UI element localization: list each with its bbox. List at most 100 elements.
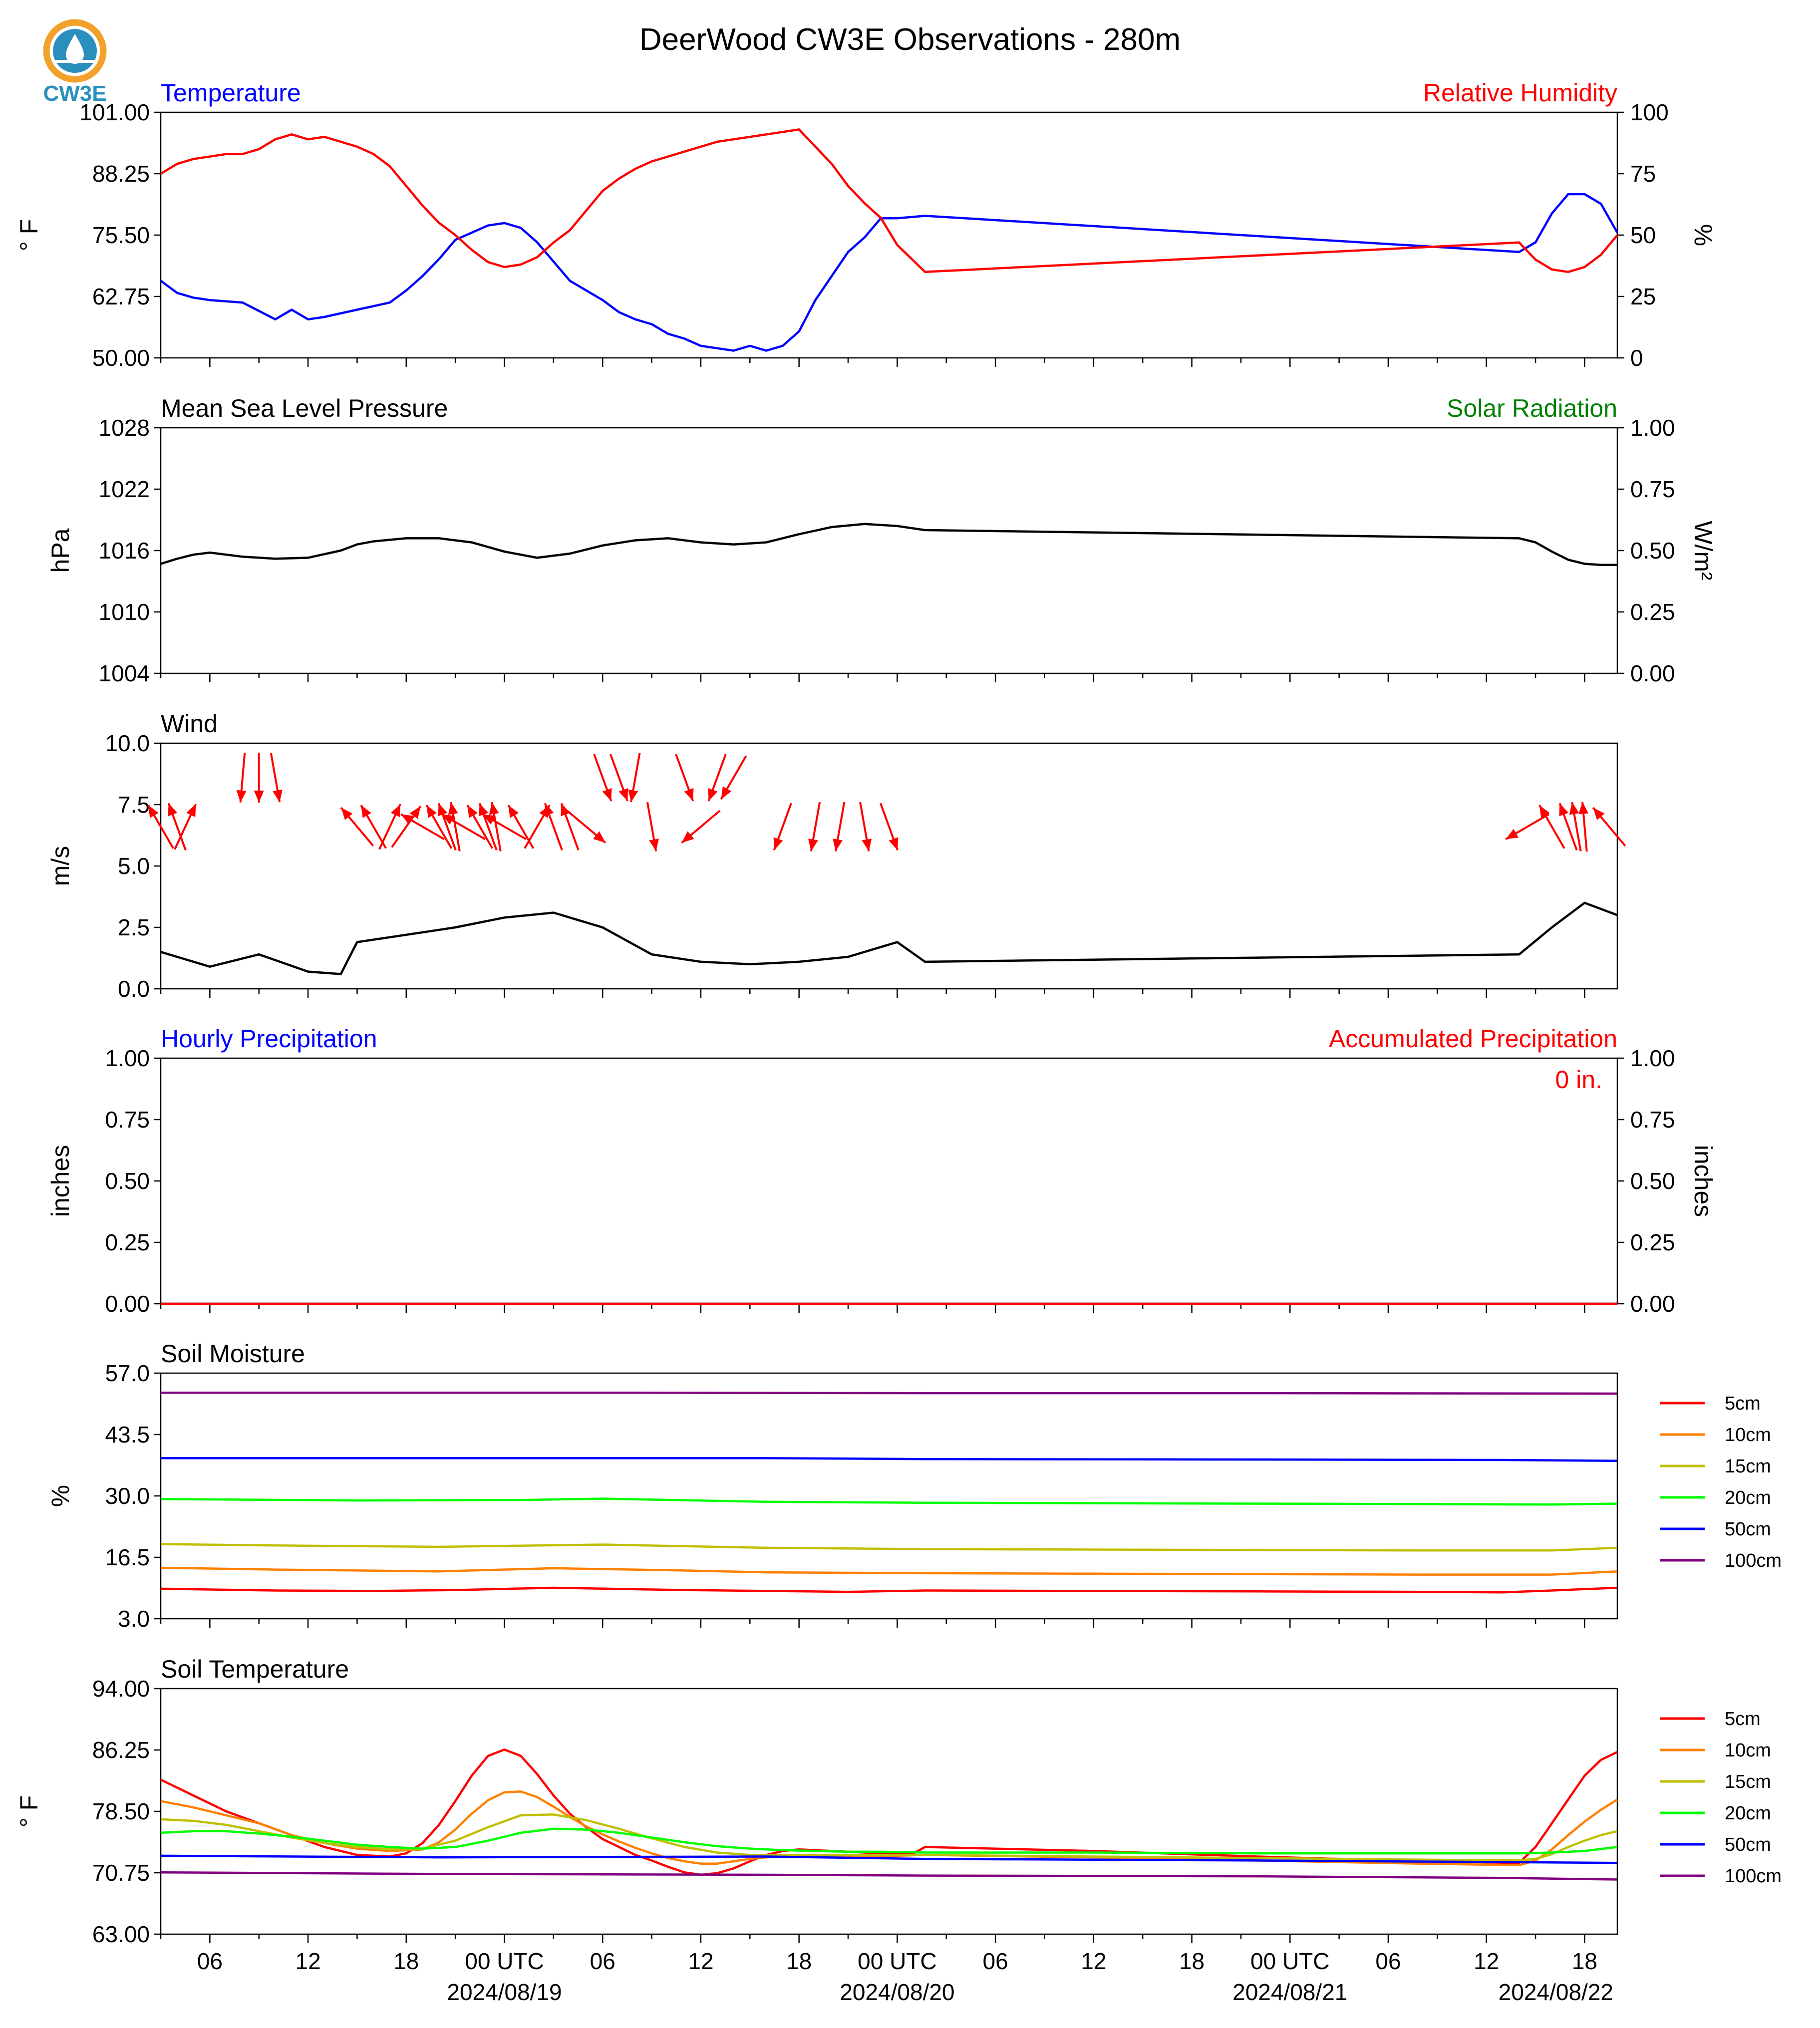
wind-arrow [773,803,792,851]
legend-label: 15cm [1725,1456,1771,1477]
wind-arrow [482,813,527,841]
legend-label: 20cm [1725,1487,1771,1508]
y2-tick-label: 0.75 [1630,476,1675,502]
x-tick-label: 06 [983,1948,1008,1974]
x-date-label: 2024/08/19 [447,1979,562,2005]
y2-axis-label: W/m² [1689,521,1717,580]
x-tick-label: 06 [197,1948,223,1974]
wind-arrow [544,803,563,851]
y2-tick-label: 0.25 [1630,599,1675,625]
logo-wave-icon [54,60,96,63]
y2-tick-label: 1.00 [1630,1045,1675,1071]
y-tick-label: 0.00 [105,1291,150,1317]
x-tick-label: 06 [1375,1948,1401,1974]
y-tick-label: 1004 [99,660,150,686]
panel-frame [160,427,1618,674]
wind-arrow [1505,813,1549,841]
legend-label: 10cm [1725,1740,1771,1761]
wind-arrow [448,802,461,852]
y-axis-label: ° F [15,1795,43,1827]
series-line-100cm [160,1871,1618,1881]
series-line-relative-humidity [160,128,1618,274]
wind-arrow [254,752,264,803]
wind-arrow [1558,803,1578,851]
x-tick-label: 12 [1081,1948,1106,1974]
x-tick-label: 18 [1179,1948,1205,1974]
y-tick-label: 30.0 [105,1483,150,1509]
wind-arrow [270,753,283,803]
logo-ring-icon [43,19,107,83]
y-tick-label: 10.0 [105,730,150,756]
y-tick-label: 78.50 [92,1798,150,1824]
x-tick-label: 00 UTC [1250,1948,1329,1974]
wind-arrow [478,803,498,851]
y-tick-label: 0.75 [105,1107,150,1133]
wind-arrow [1569,802,1582,852]
wind-arrow [378,804,401,850]
y-tick-label: 43.5 [105,1422,150,1448]
y-tick-label: 7.5 [118,792,150,818]
wind-arrow [1592,807,1626,847]
wind-arrow [489,802,502,852]
series-line-wind-speed [160,901,1618,975]
y-tick-label: 3.0 [118,1606,150,1632]
x-date-label: 2024/08/20 [840,1979,954,2005]
panel-soil-temp: Soil Temperature 94.00 86.25 78.50 70.75 63.0… [15,1655,1782,1947]
y-tick-label: 0.50 [105,1168,150,1194]
wind-arrow [340,807,374,847]
series-line-100cm [161,1391,1618,1395]
y-tick-label: 94.00 [92,1676,150,1702]
panel-right-title: Relative Humidity [1423,79,1617,107]
chart-title: DeerWood CW3E Observations - 280m [639,22,1181,57]
panel-frame [160,111,1618,359]
series-line-15cm [160,1543,1618,1552]
wind-arrow [147,804,174,849]
panel-frame [160,1057,1618,1305]
logo-drop-icon [66,34,84,64]
panel-right-title: Accumulated Precipitation [1329,1025,1617,1053]
legend-label: 5cm [1725,1709,1761,1730]
wind-arrow [425,804,453,849]
series-line-50cm [161,1457,1618,1462]
y-tick-label: 1028 [99,415,150,441]
y-tick-label: 70.75 [92,1860,150,1886]
panel-left-title: Temperature [161,79,301,107]
y-tick-label: 2.5 [118,914,150,940]
legend-label: 5cm [1725,1393,1761,1414]
panel-soil-moisture: Soil Moisture 57.0 43.5 30.0 16.5 3.0% 5cm 10cm… [46,1340,1782,1632]
wind-arrow [707,754,727,802]
y-tick-label: 62.75 [92,284,150,309]
legend-soil-moisture: 5cm 10cm 15cm 20cm 50cm 100cm [1660,1393,1782,1571]
y2-tick-label: 25 [1630,284,1656,309]
series-line-15cm [160,1813,1618,1862]
panels-group: Temperature Relative Humidity 101.00 88.25 7… [15,79,1782,1947]
y2-tick-label: 0.75 [1630,1107,1675,1133]
wind-arrow [400,813,445,841]
y2-tick-label: 1.00 [1630,415,1675,441]
accumulated-precip-label: 0 in. [1555,1066,1602,1094]
y-tick-label: 5.0 [118,853,150,879]
series-line-temperature [160,193,1618,352]
legend-label: 10cm [1725,1425,1771,1446]
series-line-20cm [160,1497,1618,1506]
legend-label: 50cm [1725,1519,1771,1540]
panel-frame [160,742,1618,990]
wind-arrow [1538,804,1565,849]
wind-arrow [808,802,821,852]
y-tick-label: 57.0 [105,1360,150,1386]
x-date-label: 2024/08/22 [1499,1979,1613,2005]
y-tick-label: 63.00 [92,1921,150,1947]
y2-tick-label: 0.50 [1630,1168,1675,1194]
wind-arrow [681,810,721,844]
y2-tick-label: 75 [1630,161,1656,187]
panel-left-title: Soil Temperature [161,1655,349,1683]
y-tick-label: 0.25 [105,1229,150,1255]
y2-tick-label: 0.00 [1630,1291,1675,1317]
panel-left-title: Hourly Precipitation [161,1025,377,1053]
wind-arrow [560,803,580,851]
x-date-label: 2024/08/21 [1232,1979,1347,2005]
wind-arrow [675,754,694,802]
y-axis-label: m/s [46,846,74,886]
y-axis-label: hPa [46,528,74,573]
series-line-5cm [160,1586,1618,1594]
